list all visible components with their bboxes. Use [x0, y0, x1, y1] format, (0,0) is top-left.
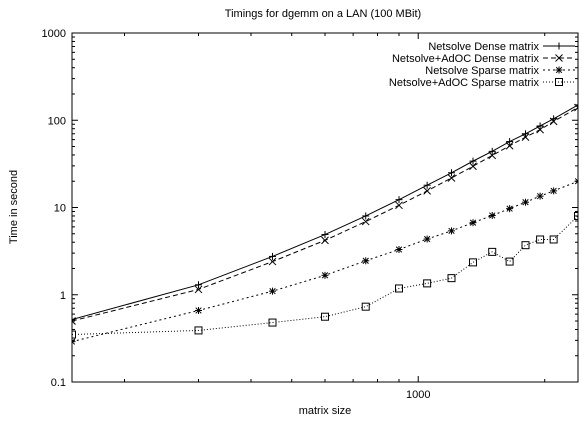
series-line [72, 180, 578, 343]
series-line [72, 104, 578, 321]
data-point [321, 271, 329, 279]
y-tick-label: 1 [60, 290, 66, 302]
data-point [394, 284, 403, 293]
data-point [268, 257, 277, 266]
data-point [268, 287, 276, 295]
y-tick-label: 1000 [42, 28, 66, 40]
data-point [574, 211, 578, 220]
series-1 [72, 101, 578, 324]
data-point [362, 257, 370, 265]
data-point [361, 217, 370, 226]
data-point [72, 317, 76, 325]
data-point [194, 285, 203, 294]
data-point [447, 274, 456, 283]
data-point [321, 231, 329, 239]
data-point [536, 125, 544, 134]
legend-marker [555, 54, 563, 62]
data-point [395, 196, 403, 204]
data-point [195, 281, 202, 289]
data-point [72, 338, 76, 346]
data-point [423, 187, 431, 195]
legend-label: Netsolve Sparse matrix [425, 65, 539, 77]
chart-title: Timings for dgemm on a LAN (100 MBit) [225, 8, 421, 20]
y-tick-label: 0.1 [51, 377, 66, 389]
series-line [72, 215, 578, 336]
y-tick-label: 10 [54, 203, 66, 215]
data-point [521, 130, 529, 138]
series-3 [72, 177, 578, 346]
legend-marker [555, 78, 563, 86]
data-point [536, 122, 544, 130]
data-point [536, 192, 544, 200]
data-point [488, 247, 497, 256]
data-point [448, 227, 455, 235]
x-axis-label: matrix size [299, 405, 352, 417]
data-point [505, 257, 514, 266]
series-2 [72, 103, 578, 325]
legend-label: Netsolve Dense matrix [428, 41, 539, 53]
series-line [72, 107, 578, 322]
data-point [361, 302, 370, 311]
data-point [194, 326, 203, 335]
data-point [321, 312, 329, 321]
y-tick-label: 100 [48, 115, 66, 127]
data-point [395, 246, 403, 254]
legend-marker [555, 66, 563, 74]
data-point [549, 235, 558, 244]
data-point [468, 258, 477, 267]
data-point [488, 151, 497, 160]
data-point [521, 241, 530, 250]
data-point [72, 316, 76, 324]
data-point [505, 141, 514, 150]
data-point [447, 174, 456, 182]
data-point [488, 211, 496, 219]
data-point [469, 219, 477, 227]
data-point [506, 138, 514, 146]
data-point [395, 201, 403, 210]
data-point [321, 236, 329, 245]
data-point [362, 212, 370, 220]
data-point [268, 252, 276, 260]
legend-marker [555, 42, 563, 50]
data-point [488, 147, 496, 155]
data-point [195, 306, 202, 314]
data-point [521, 198, 529, 206]
data-point [448, 169, 455, 177]
data-point [521, 133, 530, 142]
data-point [423, 235, 431, 243]
data-point [574, 177, 578, 185]
data-point [549, 117, 558, 126]
series-4 [72, 211, 578, 339]
data-point [469, 157, 477, 165]
data-point [574, 103, 578, 112]
data-point [469, 162, 477, 171]
data-point [423, 279, 432, 288]
x-tick-label: 1000 [406, 389, 430, 401]
data-point [423, 181, 431, 189]
legend-label: Netsolve+AdOC Dense matrix [392, 53, 540, 65]
data-point [506, 205, 514, 213]
data-point [550, 187, 558, 195]
legend-label: Netsolve+AdOC Sparse matrix [389, 77, 540, 89]
y-axis-label: Time in second [8, 170, 20, 244]
data-point [268, 318, 277, 327]
data-point [72, 330, 76, 339]
data-point [536, 235, 545, 244]
